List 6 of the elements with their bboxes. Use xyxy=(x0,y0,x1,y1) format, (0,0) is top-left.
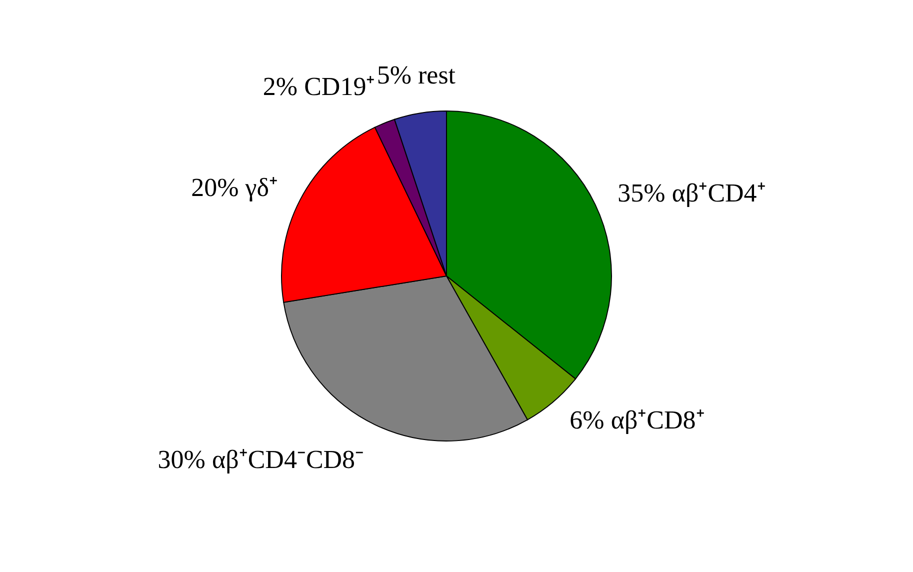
slice-label: 2% CD19⁺ xyxy=(262,72,376,101)
slice-label: 6% αβ⁺CD8⁺ xyxy=(570,406,705,435)
slice-label: 5% rest xyxy=(376,60,456,90)
slice-label: 35% αβ⁺CD4⁺ xyxy=(618,178,766,208)
slice-label: 30% αβ⁺CD4⁻CD8⁻ xyxy=(158,445,364,474)
slice-label: 20% γδ⁺ xyxy=(191,173,278,202)
